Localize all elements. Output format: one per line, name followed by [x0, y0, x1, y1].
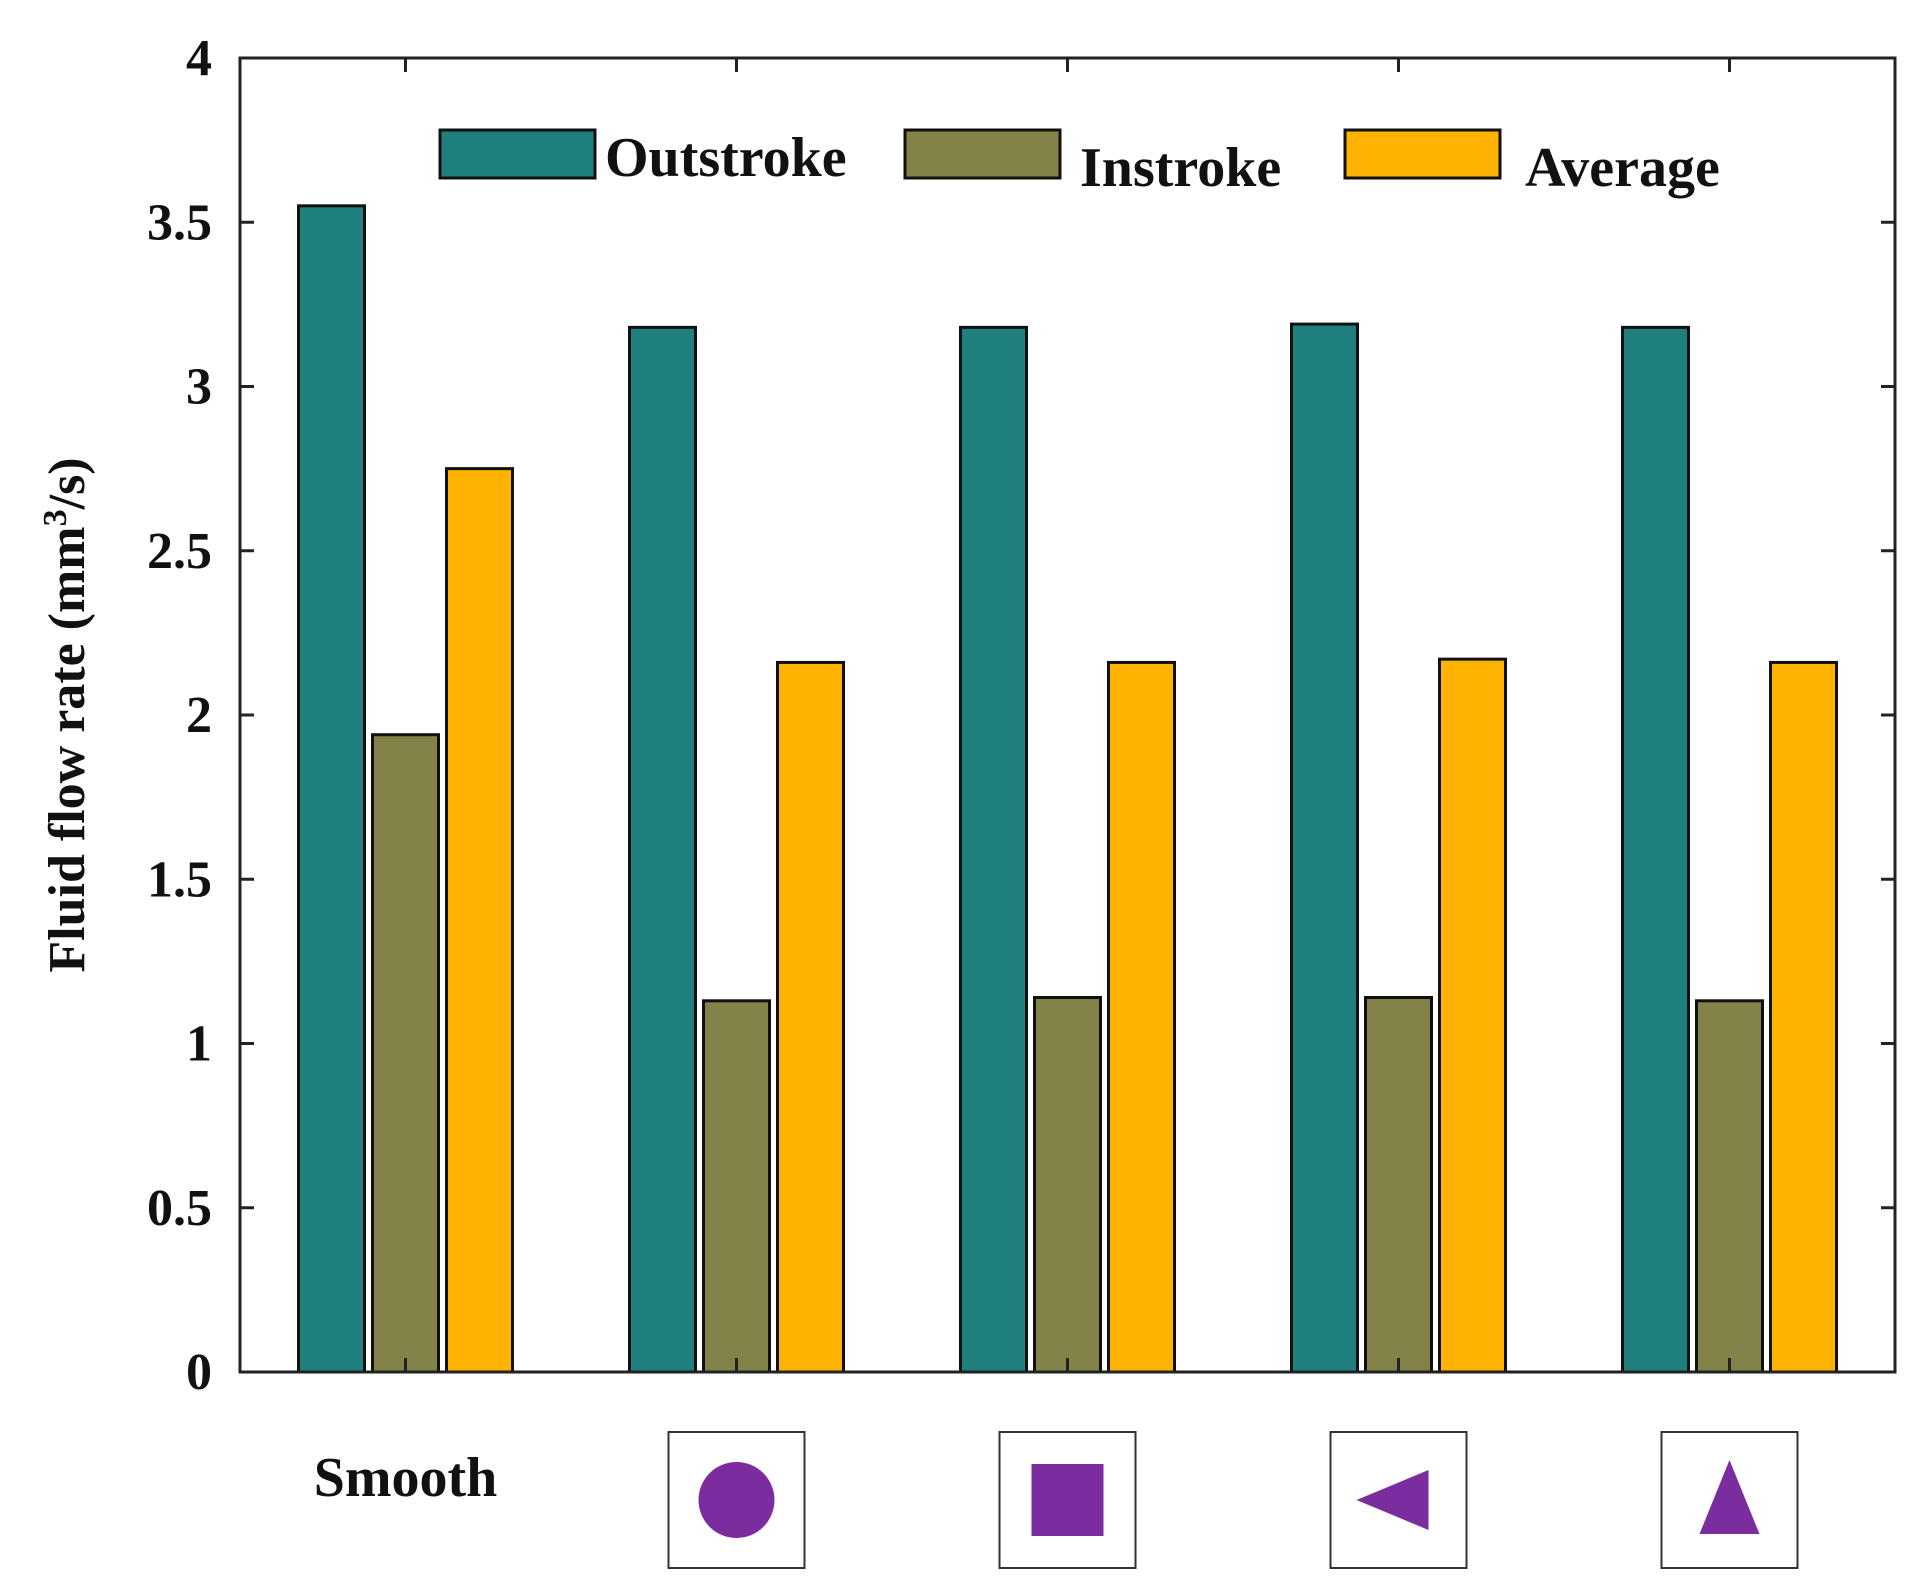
y-tick-label: 4 [186, 30, 212, 87]
bar-outstroke-3 [1290, 322, 1359, 1374]
y-axis-label-suffix: /s) [39, 457, 96, 510]
legend-label: Average [1525, 137, 1720, 199]
x-category-labels: Smooth [314, 1431, 1799, 1569]
bar-instroke-0 [371, 733, 440, 1374]
bar-average-4 [1769, 660, 1838, 1374]
y-axis-label: Fluid flow rate (mm3/s) [37, 457, 97, 972]
bar-outstroke-4 [1621, 325, 1690, 1374]
legend-label: Outstroke [605, 127, 847, 189]
legend-item-instroke: Instroke [903, 128, 1281, 199]
bar-average-0 [445, 467, 514, 1374]
circle-icon [667, 1431, 806, 1569]
square-shape [1031, 1464, 1104, 1536]
y-tick-label: 1.5 [147, 851, 212, 908]
y-axis-label-main: Fluid flow rate (mm [39, 526, 96, 972]
category-icon-box [998, 1431, 1137, 1569]
category-icon-box [667, 1431, 806, 1569]
bar-instroke-1 [702, 999, 771, 1374]
y-tick-label: 3.5 [147, 194, 212, 251]
bar-instroke-3 [1364, 996, 1433, 1374]
y-axis: 0 0.5 1 1.5 2 2.5 3 3.5 4 [147, 30, 1895, 1401]
left-triangle-shape [1356, 1470, 1429, 1530]
legend-swatch [438, 128, 597, 180]
square-icon [998, 1431, 1137, 1569]
left-triangle-icon [1329, 1431, 1468, 1569]
y-axis-label-superscript: 3 [37, 509, 74, 526]
bar-instroke-2 [1033, 996, 1102, 1374]
circle-shape [698, 1462, 775, 1538]
y-tick-label: 2 [186, 687, 212, 744]
y-tick-label: 2.5 [147, 523, 212, 580]
up-triangle-icon [1660, 1431, 1799, 1569]
legend-item-outstroke: Outstroke [438, 127, 847, 189]
bar-outstroke-1 [628, 325, 697, 1374]
bar-average-2 [1107, 660, 1176, 1374]
bar-outstroke-2 [959, 325, 1028, 1374]
bar-instroke-4 [1695, 999, 1764, 1374]
bars-group [297, 204, 1838, 1374]
bar-outstroke-0 [297, 204, 366, 1374]
x-axis-ticks [404, 58, 1731, 1372]
legend-swatch [1343, 128, 1502, 180]
category-label-0: Smooth [314, 1447, 498, 1509]
legend-swatch [903, 128, 1062, 180]
bar-average-3 [1438, 657, 1507, 1374]
legend-label: Instroke [1080, 137, 1281, 199]
legend: Outstroke Instroke Average [438, 127, 1720, 199]
y-tick-label: 1 [186, 1016, 212, 1073]
legend-item-average: Average [1343, 128, 1720, 199]
up-triangle-shape [1699, 1460, 1760, 1534]
y-tick-label: 0 [186, 1344, 212, 1401]
y-tick-label: 0.5 [147, 1180, 212, 1237]
bar-average-1 [776, 660, 845, 1374]
y-tick-label: 3 [186, 359, 212, 416]
